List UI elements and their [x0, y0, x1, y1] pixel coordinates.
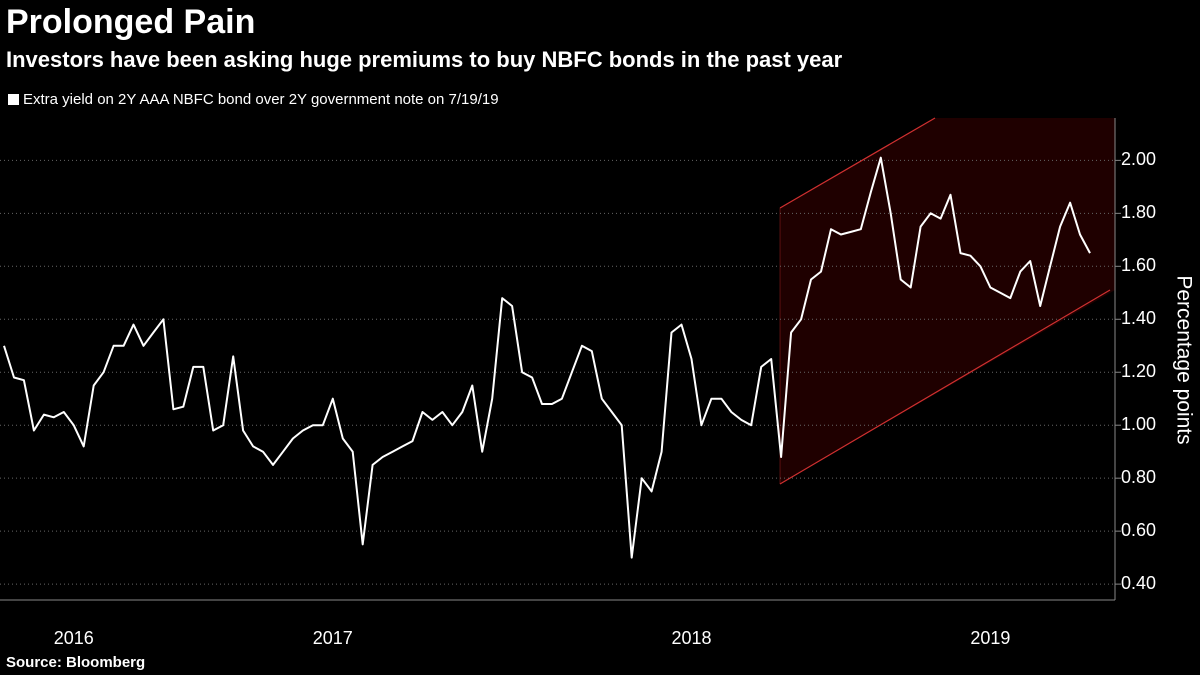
y-axis-label: Percentage points [1172, 275, 1195, 444]
x-tick-label: 2016 [54, 628, 94, 648]
x-tick-label: 2019 [970, 628, 1010, 648]
y-tick-label: 1.40 [1121, 308, 1156, 328]
y-tick-label: 1.00 [1121, 414, 1156, 434]
y-tick-label: 0.60 [1121, 520, 1156, 540]
channel-bottom [779, 289, 1111, 485]
chart-title: Prolonged Pain [6, 3, 255, 41]
legend-swatch [8, 94, 19, 105]
x-tick-label: 2018 [671, 628, 711, 648]
channel-top [779, 117, 936, 209]
y-tick-label: 1.80 [1121, 202, 1156, 222]
series-line [3, 156, 1091, 559]
x-tick-label: 2017 [313, 628, 353, 648]
y-tick-label: 0.40 [1121, 573, 1156, 593]
chart-subtitle: Investors have been asking huge premiums… [6, 47, 843, 72]
y-tick-label: 0.80 [1121, 467, 1156, 487]
source: Source: Bloomberg [6, 654, 145, 671]
channel-shade [780, 118, 1115, 484]
y-tick-label: 1.60 [1121, 255, 1156, 275]
legend-label: Extra yield on 2Y AAA NBFC bond over 2Y … [23, 91, 499, 108]
y-tick-label: 2.00 [1121, 149, 1156, 169]
y-tick-label: 1.20 [1121, 361, 1156, 381]
